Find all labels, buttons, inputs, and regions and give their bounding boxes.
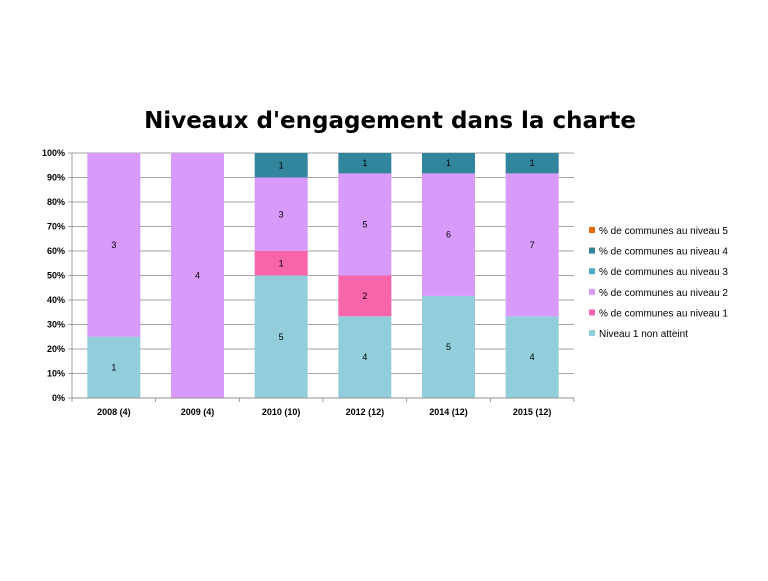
bar-value-label: 3 bbox=[111, 240, 116, 250]
bar-segment bbox=[338, 316, 392, 398]
bar-segment bbox=[422, 295, 475, 398]
bar-value-label: 4 bbox=[362, 352, 367, 362]
bar-value-label: 1 bbox=[362, 158, 367, 168]
y-tick-label: 50% bbox=[47, 271, 65, 281]
legend-label: % de communes au niveau 5 bbox=[599, 226, 728, 237]
bar-segment bbox=[505, 153, 559, 174]
bar-value-label: 5 bbox=[446, 342, 451, 352]
legend-swatch bbox=[589, 288, 595, 295]
legend-swatch bbox=[589, 309, 595, 316]
y-tick-label: 0% bbox=[52, 393, 65, 403]
y-tick-label: 60% bbox=[47, 246, 65, 256]
bar-segment bbox=[254, 177, 308, 251]
y-tick-label: 30% bbox=[47, 320, 65, 330]
bar-value-label: 1 bbox=[279, 160, 284, 170]
bar-segment bbox=[505, 173, 559, 317]
bar-segment bbox=[254, 153, 308, 178]
legend-swatch bbox=[589, 247, 595, 254]
bar-value-label: 7 bbox=[530, 240, 535, 250]
bar-value-label: 2 bbox=[362, 291, 367, 301]
bar-segment bbox=[254, 251, 308, 276]
x-tick-label: 2012 (12) bbox=[346, 407, 385, 417]
bar-segment bbox=[338, 153, 392, 174]
bar-value-label: 5 bbox=[279, 332, 284, 342]
chart-title: Niveaux d'engagement dans la charte bbox=[144, 108, 636, 134]
x-tick-label: 2009 (4) bbox=[181, 407, 215, 417]
y-tick-label: 20% bbox=[47, 344, 65, 354]
bar-value-label: 3 bbox=[279, 209, 284, 219]
bar-value-label: 5 bbox=[362, 219, 367, 229]
bar-value-label: 4 bbox=[530, 352, 535, 362]
bar-segment bbox=[338, 173, 392, 276]
bar-segment bbox=[254, 275, 308, 398]
bar-value-label: 4 bbox=[195, 271, 200, 281]
x-tick-label: 2010 (10) bbox=[262, 407, 301, 417]
legend-label: % de communes au niveau 4 bbox=[599, 247, 728, 258]
legend-label: % de communes au niveau 1 bbox=[599, 308, 728, 319]
legend-label: % de communes au niveau 3 bbox=[599, 267, 728, 278]
y-tick-label: 40% bbox=[47, 295, 65, 305]
x-tick-label: 2008 (4) bbox=[97, 407, 131, 417]
bar-segment bbox=[338, 275, 392, 317]
bar-segment bbox=[171, 153, 224, 398]
y-tick-label: 10% bbox=[47, 369, 65, 379]
legend-swatch bbox=[589, 330, 595, 336]
bar-value-label: 1 bbox=[530, 158, 535, 168]
legend-swatch bbox=[589, 268, 595, 275]
bar-segment bbox=[87, 153, 141, 337]
y-tick-label: 70% bbox=[47, 222, 65, 232]
y-tick-label: 90% bbox=[47, 173, 65, 183]
bar-value-label: 1 bbox=[446, 158, 451, 168]
bar-segment bbox=[505, 316, 559, 398]
bar-value-label: 6 bbox=[446, 230, 451, 240]
x-tick-label: 2014 (12) bbox=[429, 407, 468, 417]
y-tick-label: 100% bbox=[42, 148, 65, 158]
bar-segment bbox=[422, 153, 475, 174]
x-tick-label: 2015 (12) bbox=[513, 407, 552, 417]
legend-swatch bbox=[589, 227, 595, 233]
bar-value-label: 1 bbox=[111, 362, 116, 372]
bar-segment bbox=[87, 336, 141, 398]
y-tick-label: 80% bbox=[47, 197, 65, 207]
legend-label: Niveau 1 non atteint bbox=[599, 329, 688, 340]
bar-value-label: 1 bbox=[279, 258, 284, 268]
legend-label: % de communes au niveau 2 bbox=[599, 288, 728, 299]
bar-segment bbox=[422, 173, 475, 296]
